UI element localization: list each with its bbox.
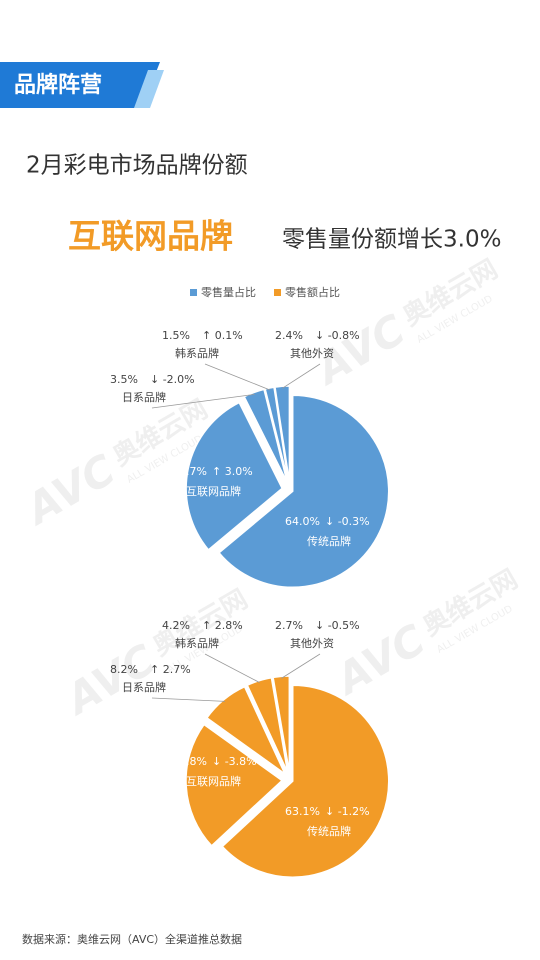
watermark-mark: AVC [56, 635, 164, 726]
change-label: ↓ -0.5% [315, 619, 360, 632]
change-label: ↑ 0.1% [202, 329, 243, 342]
legend-label: 零售量占比 [201, 285, 256, 299]
pie-slice [264, 386, 290, 483]
value-label: 8.2% [110, 663, 138, 676]
value-label: 2.7% [275, 619, 303, 632]
category-label: 韩系品牌 [175, 346, 219, 360]
header-banner [0, 62, 160, 108]
pie-slice [246, 676, 289, 773]
legend-swatch [274, 289, 281, 296]
category-label: 传统品牌 [307, 824, 351, 838]
change-label: ↓ -0.3% [325, 515, 370, 528]
pie-slice [185, 723, 284, 847]
pie-slice [185, 401, 284, 551]
category-label: 其他外资 [290, 637, 334, 650]
value-label: 28.7% [172, 465, 207, 478]
change-label: ↓ -0.8% [315, 329, 360, 342]
pie-slice [205, 685, 287, 777]
source: 数据来源：奥维云网（AVC）全渠道推总数据 [22, 932, 242, 946]
change-label: ↓ -3.8% [212, 755, 257, 768]
change-label: ↓ -2.0% [150, 373, 195, 386]
leader-line [204, 363, 271, 391]
category-label: 其他外资 [290, 347, 334, 360]
watermark-mark: AVC [16, 445, 124, 536]
leader-line [151, 393, 255, 409]
page-title: 2月彩电市场品牌份额 [26, 153, 248, 179]
value-label: 3.5% [110, 373, 138, 386]
header-stripe [134, 70, 164, 108]
pie-slice [272, 675, 291, 773]
pie-slice [217, 394, 390, 588]
category-label: 日系品牌 [122, 390, 166, 404]
category-label: 传统品牌 [307, 534, 351, 548]
headline-text: 零售量份额增长3.0% [282, 227, 501, 253]
change-label: ↑ 2.8% [202, 619, 243, 632]
value-label: 1.5% [162, 329, 190, 342]
pie-slice [274, 385, 291, 483]
leader-line [204, 653, 260, 683]
value-label: 4.2% [162, 619, 190, 632]
value-label: 63.1% [285, 805, 320, 818]
category-label: 互联网品牌 [186, 484, 241, 498]
headline-highlight: 互联网品牌 [68, 217, 233, 256]
category-label: 日系品牌 [122, 680, 166, 694]
leader-line [151, 697, 226, 702]
leader-line [281, 653, 321, 679]
change-label: ↑ 3.0% [212, 465, 253, 478]
pie-slice [221, 684, 390, 878]
legend-swatch [190, 289, 197, 296]
change-label: ↑ 2.7% [150, 663, 191, 676]
value-label: 64.0% [285, 515, 320, 528]
legend-label: 零售额占比 [285, 285, 340, 299]
value-label: 21.8% [172, 755, 207, 768]
value-label: 2.4% [275, 329, 303, 342]
leader-line [282, 363, 321, 389]
category-label: 互联网品牌 [186, 774, 241, 788]
change-label: ↓ -1.2% [325, 805, 370, 818]
pie-slice [243, 388, 288, 483]
header-section: 品牌阵营 [14, 72, 102, 98]
category-label: 韩系品牌 [175, 636, 219, 650]
